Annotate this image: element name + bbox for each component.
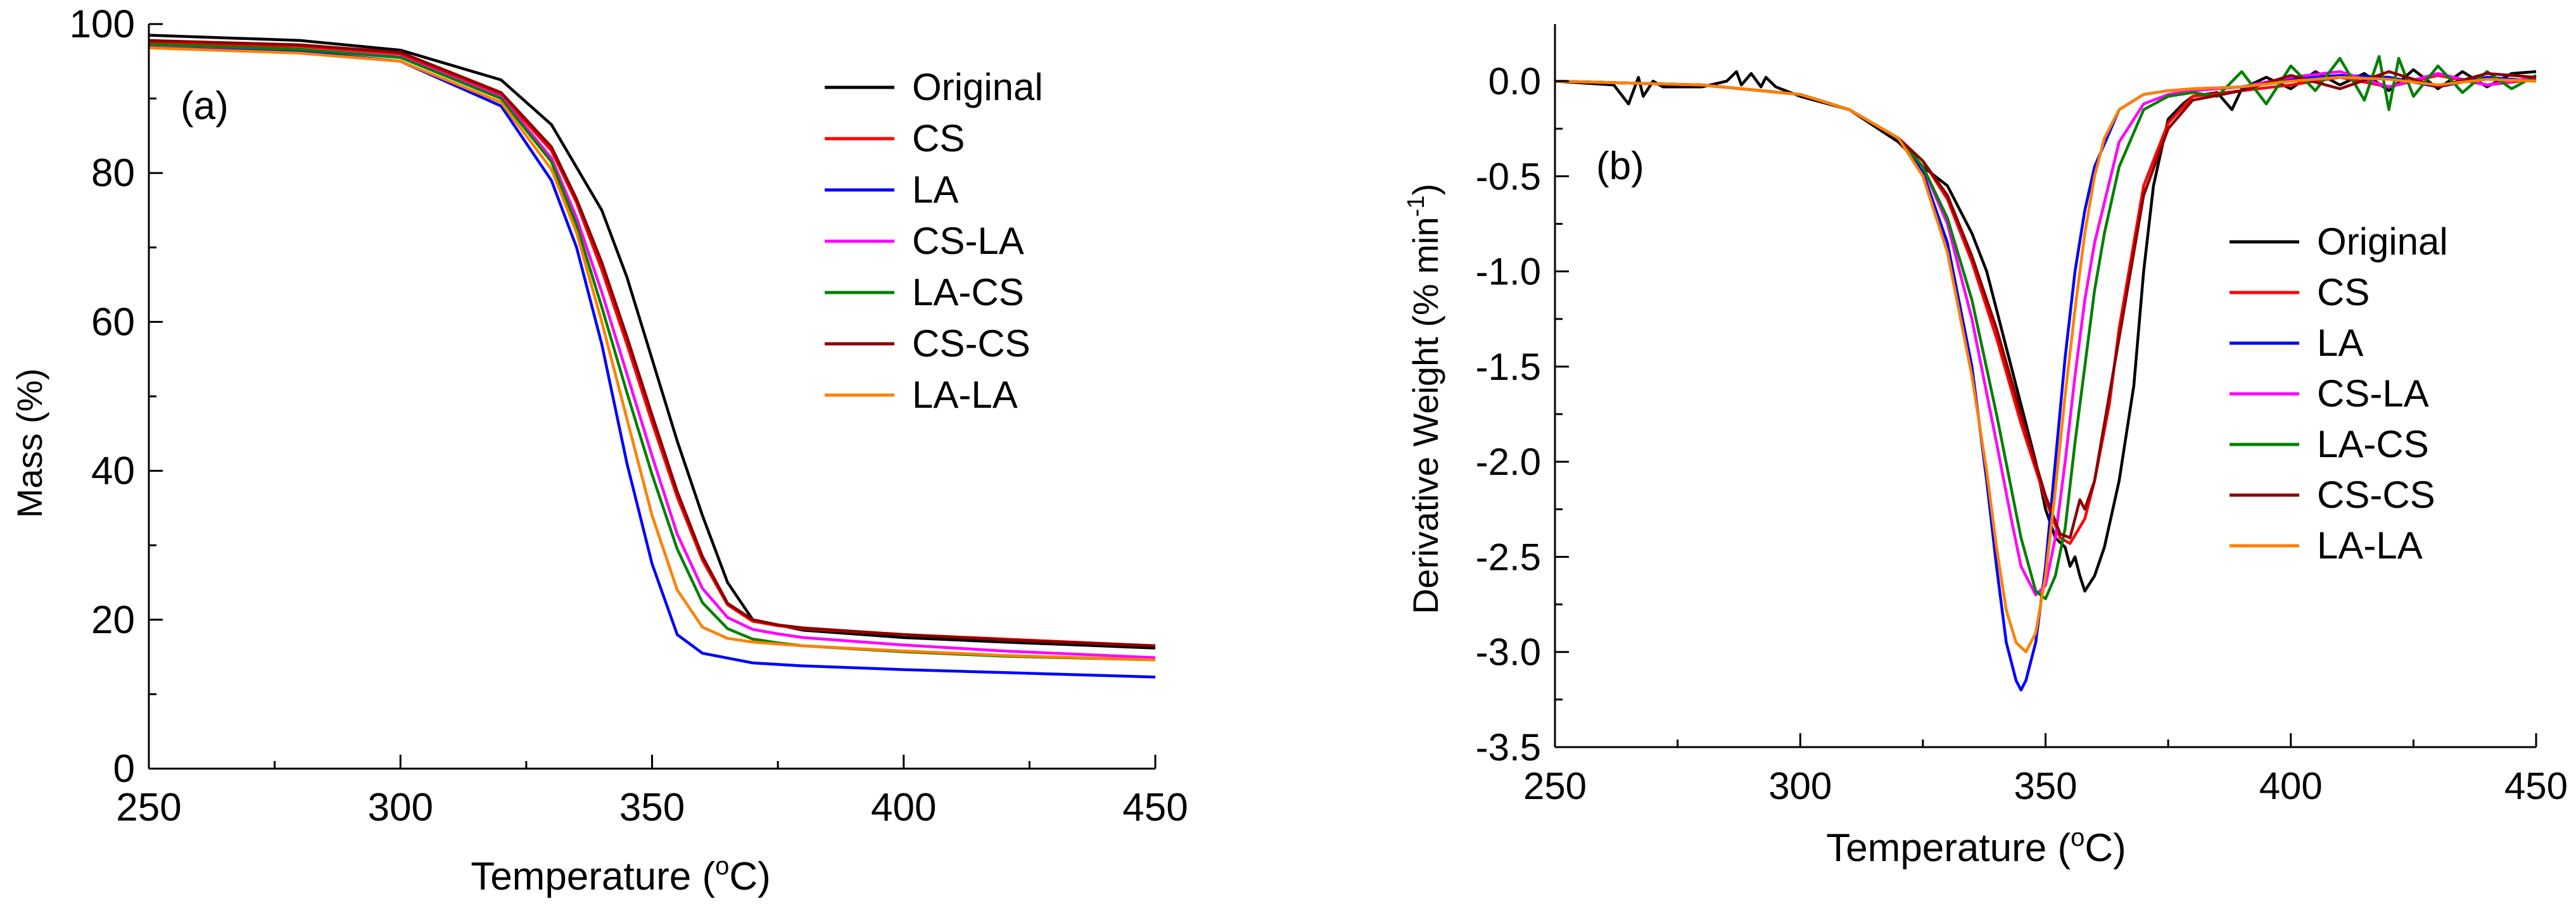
panel-b-x-tick-label: 400 — [2259, 765, 2323, 807]
panel-a-label: (a) — [181, 84, 229, 128]
panel-b-y-tick-label: -1.0 — [1476, 251, 1541, 293]
panel-b-series-cs-la — [1554, 70, 2537, 596]
panel-a-y-axis-title: Mass (%) — [10, 368, 49, 518]
panel-a-series-original — [148, 34, 1156, 650]
panel-b-y-axis-title-close: ) — [1405, 184, 1445, 196]
panel-b-legend: Original CS LA CS-LA LA-CS CS-CS LA-LA — [2230, 220, 2448, 567]
panel-b-legend-label-cs-la: CS-LA — [2317, 372, 2429, 415]
panel-b-y-axis-title: Derivative Weight (% min-1) — [1403, 184, 1445, 614]
panel-a-legend-label-la-cs: LA-CS — [912, 271, 1024, 313]
panel-b-marks — [1554, 54, 2537, 692]
panel-b-legend-label-la-cs: LA-CS — [2317, 423, 2429, 465]
panel-b-legend-label-original: Original — [2317, 220, 2448, 263]
panel-b-legend-label-la: LA — [2317, 322, 2363, 364]
panel-a-x-tick-label: 300 — [368, 786, 433, 829]
panel-a-legend-label-cs-la: CS-LA — [912, 220, 1024, 262]
panel-a-marks — [148, 34, 1156, 679]
panel-a-x-axis-title-text: Temperature — [471, 855, 691, 898]
panel-b-legend-label-la-la: LA-LA — [2317, 524, 2423, 567]
panel-b-y-tick-label: -2.0 — [1476, 441, 1541, 483]
panel-a-y-tick-label: 80 — [91, 151, 135, 195]
panel-a-y-tick-label: 40 — [91, 450, 135, 493]
panel-b-legend-label-cs: CS — [2317, 271, 2370, 313]
panel-a-y-tick-label: 100 — [70, 3, 135, 46]
panel-a-series-la — [148, 45, 1156, 679]
panel-a-x-axis-unit-sup: o — [715, 852, 729, 880]
panel-b-x-tick-label: 450 — [2504, 765, 2568, 807]
panel-a-legend-label-cs-cs: CS-CS — [912, 322, 1031, 365]
panel-b-series-la-cs — [1554, 54, 2537, 600]
panel-a-x-tick-label: 350 — [619, 786, 685, 829]
panel-b-series-la-la — [1554, 75, 2537, 653]
panel-b-y-tick-label: -0.5 — [1476, 155, 1541, 198]
panel-a-legend: Original CS LA CS-LA LA-CS CS-CS LA-LA — [825, 66, 1043, 416]
panel-b-axes: 250 300 350 400 450 -3.5 -3.0 -2.5 -2.0 -1.5 -1.0 -… — [1476, 24, 2568, 807]
panel-b-x-axis-title: Temperature (oC) — [1826, 824, 2126, 870]
panel-b-series-cs-cs — [1554, 70, 2537, 539]
panel-b-y-tick-label: -1.5 — [1476, 346, 1541, 388]
panel-a-y-tick-label: 0 — [113, 747, 135, 791]
panel-b-y-tick-label: 0.0 — [1488, 60, 1541, 103]
panel-b-y-tick-label: -3.0 — [1476, 631, 1541, 674]
panel-a-legend-label-la: LA — [912, 168, 958, 211]
panel-b-label: (b) — [1596, 144, 1644, 188]
panel-a-x-tick-label: 400 — [871, 786, 936, 829]
panel-a-legend-label-original: Original — [912, 66, 1043, 108]
panel-b-y-tick-label: -3.5 — [1476, 726, 1541, 769]
panel-a-series-cs-cs — [148, 39, 1156, 648]
panel-b-x-axis-unit: C — [2084, 826, 2113, 870]
panel-b-x-tick-label: 300 — [1768, 765, 1832, 807]
panel-b-y-axis-title-text: Derivative Weight (% min — [1405, 217, 1445, 614]
panel-a-legend-label-la-la: LA-LA — [912, 374, 1018, 416]
panel-a-mass-chart: (a) 250 300 350 400 450 0 20 40 60 80 100 Original… — [10, 3, 1188, 898]
panel-a-legend-label-cs: CS — [912, 117, 965, 160]
panel-a-x-axis-unit: C — [729, 855, 758, 898]
panel-b-x-axis-unit-sup: o — [2071, 824, 2084, 852]
panel-b-x-axis-title-text: Temperature — [1826, 826, 2046, 870]
panel-b-y-axis-title-sup: -1 — [1403, 196, 1430, 217]
panel-b-x-tick-label: 250 — [1523, 765, 1587, 807]
panel-a-x-axis-title: Temperature (oC) — [471, 852, 771, 898]
panel-b-x-tick-label: 350 — [2014, 765, 2077, 807]
panel-a-series-la-la — [148, 46, 1156, 662]
panel-a-y-tick-label: 20 — [91, 598, 135, 642]
panel-b-legend-label-cs-cs: CS-CS — [2317, 474, 2435, 516]
panel-b-y-tick-label: -2.5 — [1476, 536, 1541, 578]
panel-a-axes: 250 300 350 400 450 0 20 40 60 80 100 — [70, 3, 1188, 829]
panel-b-derivative-chart: (b) 250 300 350 400 450 -3.5 -3.0 -2.5 -2.0 -1.5 -… — [1403, 24, 2568, 870]
panel-a-x-tick-label: 450 — [1122, 786, 1188, 829]
panel-a-y-tick-label: 60 — [91, 300, 135, 344]
panel-a-x-tick-label: 250 — [116, 786, 181, 829]
